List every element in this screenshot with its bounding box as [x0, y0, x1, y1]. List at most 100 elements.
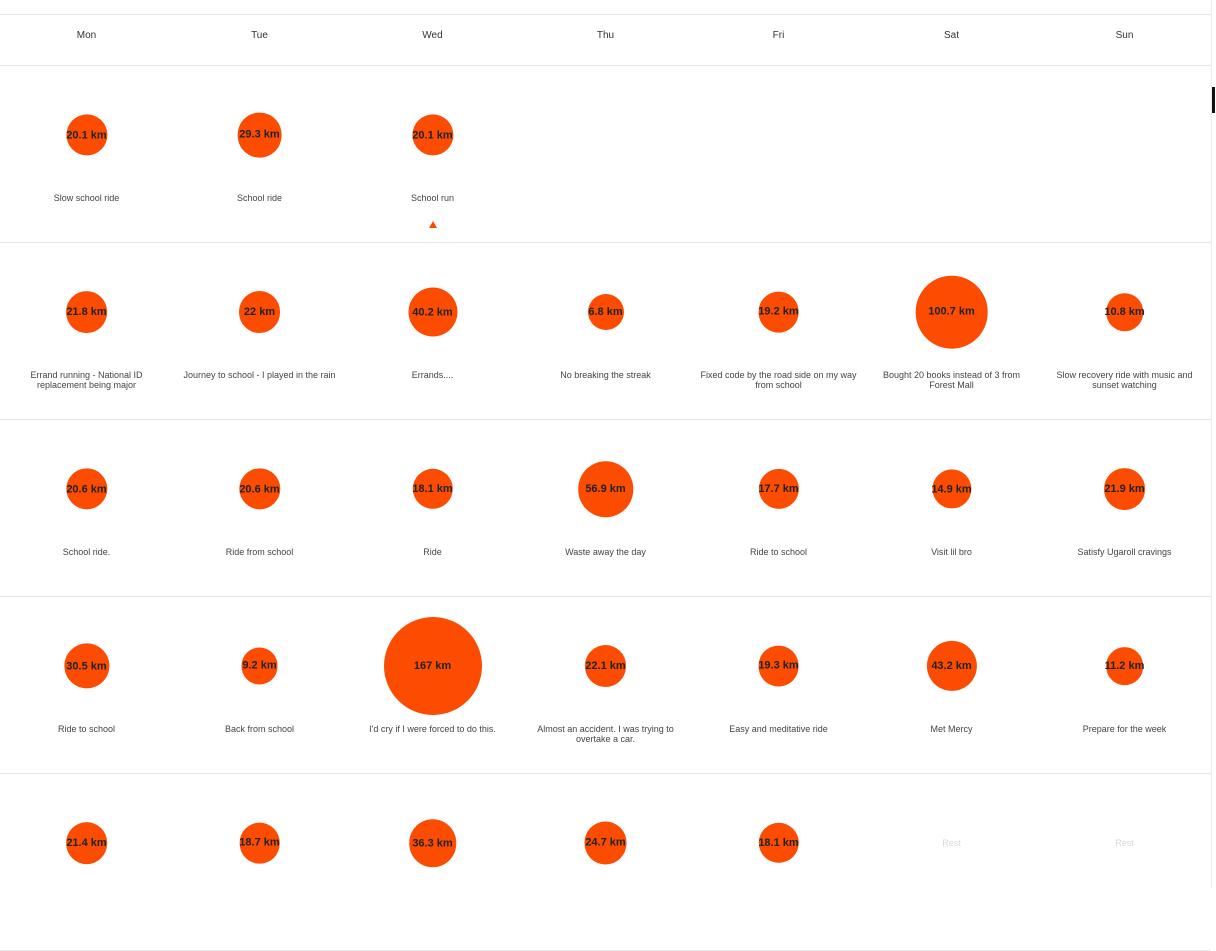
- day-cell: 20.6 km School ride.: [0, 420, 173, 596]
- day-cell: 18.1 km Ride: [346, 420, 519, 596]
- day-cell: [1038, 66, 1211, 242]
- activity-bubble[interactable]: 21.4 km: [65, 822, 108, 864]
- activity-bubble[interactable]: 20.1 km: [411, 114, 454, 156]
- rest-day-label: Rest: [942, 838, 961, 848]
- activity-title-link[interactable]: Satisfy Ugaroll cravings: [1077, 547, 1172, 557]
- weekday-sat: Sat: [943, 30, 959, 41]
- weekday-header: Mon Tue Wed Thu Fri Sat Sun: [0, 15, 1211, 66]
- activity-bubble[interactable]: 30.5 km: [63, 643, 110, 689]
- day-cell: 19.3 km Easy and meditative ride: [692, 597, 865, 773]
- scroll-track[interactable]: [1211, 0, 1212, 888]
- day-cell: 9.2 km Back from school: [173, 597, 346, 773]
- activity-title-link[interactable]: Easy and meditative ride: [729, 724, 828, 734]
- activity-title-link[interactable]: Ride to school: [749, 547, 808, 557]
- weekday-wed: Wed: [422, 30, 443, 41]
- activity-title-link[interactable]: Almost an accident. I was trying to over…: [537, 724, 674, 744]
- activity-bubble[interactable]: 21.8 km: [65, 291, 108, 333]
- activity-bubble[interactable]: 43.2 km: [926, 640, 977, 692]
- day-cell: 18.7 km: [173, 774, 346, 950]
- day-cell: 20.1 km Slow school ride: [0, 66, 173, 242]
- day-cell: 36.3 km: [346, 774, 519, 950]
- day-cell: 10.8 km Slow recovery ride with music and…: [1038, 243, 1211, 419]
- day-cell: 6.8 km No breaking the streak: [519, 243, 692, 419]
- activity-bubble[interactable]: 20.6 km: [65, 468, 108, 510]
- activity-title-link[interactable]: School ride.: [62, 547, 111, 557]
- activity-title-link[interactable]: Slow school ride: [53, 193, 120, 203]
- activity-bubble[interactable]: 24.7 km: [584, 821, 627, 865]
- day-cell: 21.4 km: [0, 774, 173, 950]
- activity-title-link[interactable]: Back from school: [224, 724, 295, 734]
- day-cell: 11.2 km Prepare for the week: [1038, 597, 1211, 773]
- week-row: 21.8 km Errand running - National ID repl…: [0, 243, 1211, 420]
- day-cell: 14.9 km Visit lil bro: [865, 420, 1038, 596]
- weekday-fri: Fri: [772, 30, 785, 41]
- day-cell: 40.2 km Errands....: [346, 243, 519, 419]
- activity-bubble[interactable]: 167 km: [383, 617, 482, 715]
- activity-bubble[interactable]: 40.2 km: [407, 287, 458, 337]
- activity-bubble[interactable]: 19.3 km: [758, 645, 799, 687]
- activity-bubble[interactable]: 20.1 km: [65, 114, 108, 156]
- top-divider: [0, 14, 1211, 15]
- weekday-mon: Mon: [76, 30, 97, 41]
- day-cell: 17.7 km Ride to school: [692, 420, 865, 596]
- day-cell: 20.1 km School run: [346, 66, 519, 242]
- weekday-thu: Thu: [596, 30, 615, 41]
- activity-bubble[interactable]: 22 km: [238, 291, 281, 333]
- day-cell: [692, 66, 865, 242]
- week-row: 30.5 km Ride to school 9.2 km Back from sch…: [0, 597, 1211, 774]
- activity-title-link[interactable]: Visit lil bro: [931, 547, 972, 557]
- activity-title-link[interactable]: Bought 20 books instead of 3 from Forest…: [882, 370, 1021, 390]
- activity-title-link[interactable]: Waste away the day: [565, 547, 646, 557]
- activity-title-link[interactable]: Met Mercy: [930, 724, 973, 734]
- week-row: 20.1 km Slow school ride 29.3 km School rid…: [0, 66, 1211, 243]
- day-cell: 24.7 km: [519, 774, 692, 950]
- day-cell: 56.9 km Waste away the day: [519, 420, 692, 596]
- activity-bubble[interactable]: 21.9 km: [1103, 468, 1146, 510]
- day-cell: 22.1 km Almost an accident. I was trying …: [519, 597, 692, 773]
- day-cell: 30.5 km Ride to school: [0, 597, 173, 773]
- activity-bubble[interactable]: 11.2 km: [1105, 647, 1144, 685]
- day-cell: 43.2 km Met Mercy: [865, 597, 1038, 773]
- weekday-tue: Tue: [251, 30, 268, 41]
- scrollbar-thumb[interactable]: [1212, 87, 1215, 113]
- activity-title-link[interactable]: School run: [410, 193, 455, 203]
- activity-bubble[interactable]: 36.3 km: [408, 819, 457, 867]
- activity-title-link[interactable]: I'd cry if I were forced to do this.: [369, 724, 496, 734]
- activity-bubble[interactable]: 20.6 km: [238, 468, 281, 510]
- activity-bubble[interactable]: 6.8 km: [587, 294, 624, 330]
- activity-title-link[interactable]: Prepare for the week: [1082, 724, 1167, 734]
- activity-bubble[interactable]: 18.1 km: [758, 822, 799, 864]
- weekday-sun: Sun: [1115, 30, 1134, 41]
- activity-bubble[interactable]: 10.8 km: [1104, 293, 1145, 331]
- day-cell: 20.6 km Ride from school: [173, 420, 346, 596]
- activity-bubble[interactable]: 100.7 km: [915, 275, 988, 349]
- activity-bubble[interactable]: 56.9 km: [577, 461, 634, 517]
- day-cell: [519, 66, 692, 242]
- activity-title-link[interactable]: Ride to school: [57, 724, 116, 734]
- activity-bubble[interactable]: 18.7 km: [239, 822, 280, 864]
- activity-bubble[interactable]: 9.2 km: [241, 647, 278, 685]
- activity-bubble[interactable]: 29.3 km: [237, 112, 282, 158]
- activity-title-link[interactable]: Errand running - National ID replacement…: [30, 370, 143, 390]
- day-cell: 22 km Journey to school - I played in the…: [173, 243, 346, 419]
- activity-title-link[interactable]: School ride: [236, 193, 283, 203]
- day-cell: 18.1 km: [692, 774, 865, 950]
- day-cell: 21.9 km Satisfy Ugaroll cravings: [1038, 420, 1211, 596]
- activity-title-link[interactable]: Journey to school - I played in the rain: [183, 370, 336, 380]
- activity-bubble[interactable]: 19.2 km: [758, 291, 799, 333]
- activity-title-link[interactable]: Fixed code by the road side on my way fr…: [700, 370, 857, 390]
- activity-title-link[interactable]: Ride from school: [225, 547, 294, 557]
- day-cell: [865, 66, 1038, 242]
- activity-bubble[interactable]: 14.9 km: [931, 469, 972, 509]
- activity-title-link[interactable]: Ride: [423, 547, 442, 557]
- day-cell: 19.2 km Fixed code by the road side on my…: [692, 243, 865, 419]
- activity-bubble[interactable]: 17.7 km: [758, 468, 799, 510]
- day-cell: 21.8 km Errand running - National ID repl…: [0, 243, 173, 419]
- rest-day-label: Rest: [1115, 838, 1134, 848]
- activity-bubble[interactable]: 22.1 km: [584, 645, 627, 687]
- activity-title-link[interactable]: No breaking the streak: [560, 370, 651, 380]
- activity-title-link[interactable]: Slow recovery ride with music and sunset…: [1056, 370, 1193, 390]
- activity-bubble[interactable]: 18.1 km: [412, 468, 453, 510]
- activity-title-link[interactable]: Errands....: [411, 370, 454, 380]
- day-cell: Rest: [1038, 774, 1211, 950]
